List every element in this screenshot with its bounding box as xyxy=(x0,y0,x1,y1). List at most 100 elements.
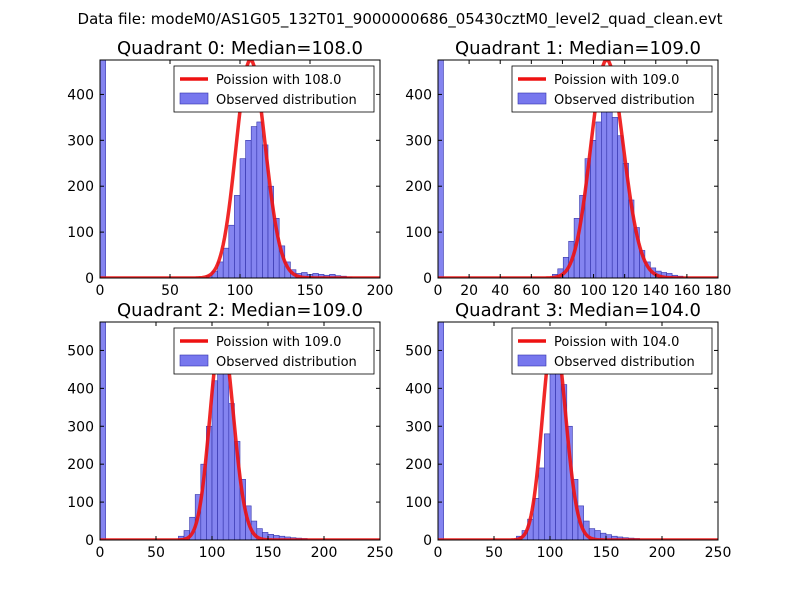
y-tick-label: 200 xyxy=(405,457,432,473)
y-tick-label: 300 xyxy=(67,419,94,435)
quadrant-title: Quadrant 2: Median=109.0 xyxy=(117,300,363,321)
histogram-bar xyxy=(438,60,444,278)
x-tick-label: 100 xyxy=(227,283,254,299)
quadrant-0-chart: 0 50 100 150 200 0 100 200 300 400 Quadrant 0: Med… xyxy=(67,38,393,299)
histogram-bar xyxy=(217,353,224,540)
y-tick-label: 300 xyxy=(405,133,432,149)
histogram-bar xyxy=(555,372,562,540)
x-tick-label: 150 xyxy=(593,545,620,561)
histogram-bar xyxy=(617,135,624,278)
x-tick-label: 200 xyxy=(311,545,338,561)
y-tick-label: 400 xyxy=(67,87,94,103)
y-tick-label: 300 xyxy=(67,133,94,149)
quadrant-1-chart: 0 20 40 60 80 100 120 140 160 1800100200300400Qua… xyxy=(405,38,731,299)
histogram-bar xyxy=(234,195,241,278)
histogram-bar xyxy=(250,126,258,278)
histogram-bar xyxy=(100,60,106,278)
y-tick-label: 200 xyxy=(67,179,94,195)
legend: Poission with 109.0 Observed distribution xyxy=(511,65,713,113)
quadrant-title: Quadrant 1: Median=109.0 xyxy=(455,38,701,59)
poisson-curve xyxy=(100,331,380,540)
histogram-bar xyxy=(549,372,556,540)
histogram-bar xyxy=(538,467,545,540)
histogram-bar xyxy=(222,247,230,278)
histogram-bar xyxy=(211,380,218,540)
x-tick-label: 0 xyxy=(434,283,443,299)
y-tick-label: 0 xyxy=(85,271,94,287)
histogram-bar xyxy=(228,224,235,278)
x-tick-label: 150 xyxy=(297,283,324,299)
y-tick-label: 500 xyxy=(405,343,432,359)
x-tick-label: 100 xyxy=(537,545,564,561)
x-tick-label: 180 xyxy=(705,283,732,299)
quadrant-title: Quadrant 3: Median=104.0 xyxy=(455,300,701,321)
y-tick-label: 0 xyxy=(423,533,432,549)
legend: Poission with 104.0 Observed distribution xyxy=(511,327,713,375)
y-tick-label: 300 xyxy=(405,419,432,435)
x-tick-label: 120 xyxy=(611,283,638,299)
axes-frame xyxy=(437,59,719,279)
legend-label: Observed distribution xyxy=(554,93,695,108)
quadrant-title: Quadrant 0: Median=108.0 xyxy=(117,38,363,59)
y-tick-label: 200 xyxy=(405,179,432,195)
legend-label: Poission with 104.0 xyxy=(554,335,679,350)
y-tick-label: 100 xyxy=(405,495,432,511)
legend-bar-swatch xyxy=(517,92,547,105)
histogram-bar xyxy=(239,158,246,278)
x-tick-label: 50 xyxy=(485,545,503,561)
x-tick-label: 40 xyxy=(491,283,509,299)
histogram-bar xyxy=(611,117,618,278)
y-tick-label: 100 xyxy=(405,225,432,241)
legend-frame xyxy=(173,65,375,113)
histogram-bar xyxy=(590,140,597,278)
legend-frame xyxy=(511,65,713,113)
x-tick-label: 250 xyxy=(367,545,394,561)
x-tick-label: 150 xyxy=(255,545,282,561)
legend-bar-swatch xyxy=(517,354,547,367)
y-tick-label: 0 xyxy=(85,533,94,549)
legend-label: Observed distribution xyxy=(216,355,357,370)
histogram-bar xyxy=(595,121,602,278)
legend-label: Poission with 109.0 xyxy=(216,335,341,350)
histogram-bar xyxy=(544,433,551,540)
x-tick-label: 250 xyxy=(705,545,732,561)
histogram-bar xyxy=(100,322,106,540)
histogram-bar xyxy=(438,322,444,540)
legend-label: Observed distribution xyxy=(554,355,695,370)
x-tick-label: 140 xyxy=(642,283,669,299)
histogram-bar xyxy=(601,98,608,278)
legend-label: Poission with 109.0 xyxy=(554,73,679,88)
y-tick-label: 500 xyxy=(67,343,94,359)
x-tick-label: 100 xyxy=(580,283,607,299)
histogram-bar xyxy=(606,94,613,278)
legend-label: Observed distribution xyxy=(216,93,357,108)
x-tick-label: 160 xyxy=(674,283,701,299)
histogram-bar xyxy=(245,140,252,278)
y-tick-label: 100 xyxy=(67,495,94,511)
x-tick-label: 100 xyxy=(199,545,226,561)
legend-bar-swatch xyxy=(179,92,209,105)
x-tick-label: 60 xyxy=(522,283,540,299)
histogram-bar xyxy=(222,361,230,540)
x-tick-label: 80 xyxy=(554,283,572,299)
quadrant-2-plot-area xyxy=(100,322,380,540)
legend-frame xyxy=(511,327,713,375)
legend-bar-swatch xyxy=(179,354,209,367)
y-tick-label: 400 xyxy=(405,87,432,103)
y-tick-label: 0 xyxy=(423,271,432,287)
y-tick-label: 400 xyxy=(67,381,94,397)
axes-frame xyxy=(437,321,719,541)
poisson-curve xyxy=(438,329,718,540)
legend-label: Poission with 108.0 xyxy=(216,73,341,88)
axes-frame xyxy=(99,321,381,541)
x-tick-label: 50 xyxy=(147,545,165,561)
x-tick-label: 0 xyxy=(96,545,105,561)
figure-suptitle: Data file: modeM0/AS1G05_132T01_90000006… xyxy=(78,10,723,29)
quadrant-2-chart: 0 50 100 150 200 250 0 100 200 300 400 500 Quadrant … xyxy=(67,300,393,561)
x-tick-label: 0 xyxy=(434,545,443,561)
x-tick-label: 20 xyxy=(460,283,478,299)
legend-frame xyxy=(173,327,375,375)
histogram-bar xyxy=(256,121,263,278)
quadrant-3-chart: 0 50 100 150 200 250 0 100 200 300 400 500 Quadrant … xyxy=(405,300,731,561)
x-tick-label: 0 xyxy=(96,283,105,299)
